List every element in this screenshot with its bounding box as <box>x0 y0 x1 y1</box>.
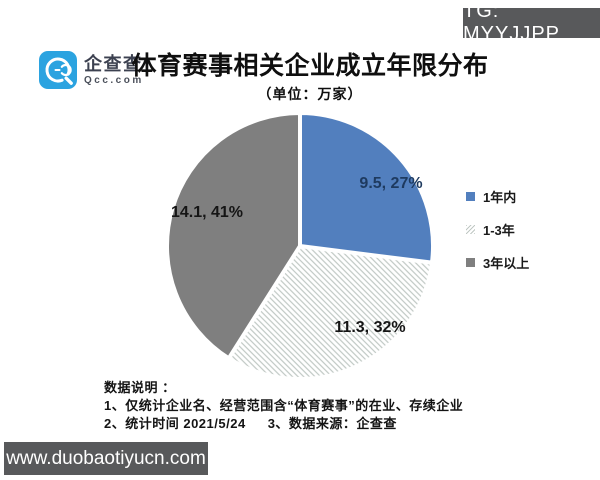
qcc-logo: 企查查 Qcc.com <box>38 50 144 90</box>
pie-chart <box>165 110 435 381</box>
legend-item-over-3-years: 3年以上 <box>466 253 529 272</box>
legend-label: 1年内 <box>483 190 517 205</box>
data-label-over-3-years: 14.1, 41% <box>170 204 244 221</box>
data-label-under-1-year: 9.5, 27% <box>359 175 423 192</box>
bottom-left-watermark: www.duobaotiyucn.com <box>4 442 208 475</box>
top-right-watermark: TG: MYYJJPP <box>463 0 600 45</box>
logo-domain: Qcc.com <box>84 74 144 86</box>
data-label-1-3-years: 11.3, 32% <box>334 319 406 336</box>
footnote-heading: 数据说明 ： <box>104 380 176 395</box>
footnotes: 数据说明 ： 1、仅统计企业名、经营范围含“体育赛事”的在业、存续企业 2、统计… <box>104 379 544 433</box>
legend-item-under-1-year: 1年内 <box>466 187 529 206</box>
footnote-line-2: 2、统计时间 2021/5/24 3、数据来源：企查查 <box>104 415 544 433</box>
pie-slice-over-3-years <box>165 110 302 361</box>
legend-label: 3年以上 <box>483 256 530 271</box>
title-block: 体育赛事相关企业成立年限分布 （单位：万家） <box>20 51 600 104</box>
legend-item-1-3-years: 1-3年 <box>466 220 529 239</box>
footnote-data-source: 3、数据来源：企查查 <box>267 416 397 431</box>
pie-slice-under-1-year <box>298 110 435 265</box>
chart-subtitle: （单位：万家） <box>257 86 363 102</box>
legend-swatch-blue <box>466 192 475 201</box>
legend-label: 1-3年 <box>483 223 515 238</box>
legend: 1年内 1-3年 3年以上 <box>466 187 529 272</box>
footnote-stat-date: 2、统计时间 2021/5/24 <box>104 416 246 431</box>
footnote-line-1: 1、仅统计企业名、经营范围含“体育赛事”的在业、存续企业 <box>104 398 464 413</box>
legend-swatch-hatch <box>466 225 475 234</box>
logo-brand-name: 企查查 <box>84 53 143 74</box>
qcc-logo-icon <box>39 51 77 89</box>
chart-title: 体育赛事相关企业成立年限分布 <box>131 52 489 80</box>
qcc-logo-text: 企查查 Qcc.com <box>84 55 144 86</box>
legend-swatch-gray <box>466 258 475 267</box>
